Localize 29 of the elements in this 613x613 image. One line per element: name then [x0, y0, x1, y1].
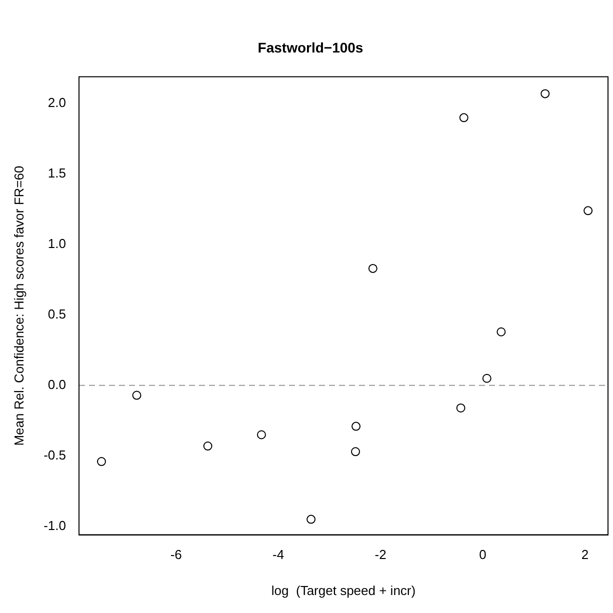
x-tick-label: -6	[170, 547, 182, 562]
point	[256, 430, 266, 440]
point	[306, 514, 316, 524]
point	[496, 327, 506, 336]
x-tick-label: -4	[272, 547, 284, 562]
point	[351, 447, 360, 456]
x-tick-label: -2	[374, 547, 386, 562]
y-tick-label: -0.5	[44, 447, 66, 462]
x-tick-label: 0	[479, 547, 486, 562]
y-tick-label: 1.0	[48, 236, 66, 252]
point	[459, 113, 468, 122]
y-tick-label: 1.5	[48, 166, 66, 181]
x-axis-title: log (Target speed + incr)	[271, 582, 416, 598]
point	[456, 403, 466, 412]
point	[482, 374, 492, 383]
point	[584, 206, 593, 216]
point	[203, 442, 212, 451]
chart-title: Fastworld−100s	[258, 39, 364, 56]
point	[540, 89, 550, 98]
y-axis-title: Mean Rel. Confidence: High scores favor FR=60	[11, 166, 26, 446]
y-tick-label: 2.0	[48, 95, 66, 110]
point	[96, 457, 106, 466]
point	[132, 390, 142, 400]
y-tick-label: 0.5	[48, 306, 66, 322]
x-tick-label: 2	[581, 547, 589, 562]
y-tick-label: 0.0	[48, 377, 66, 392]
y-tick-label: -1.0	[44, 518, 66, 533]
point	[352, 422, 361, 431]
point	[368, 264, 378, 273]
